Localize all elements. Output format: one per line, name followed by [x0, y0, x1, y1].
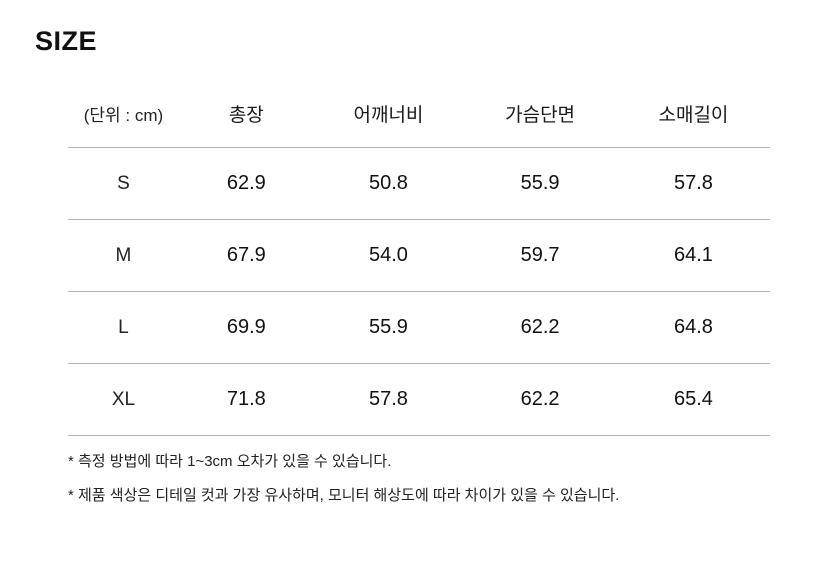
value-xl-chest-width: 62.2 — [520, 388, 560, 410]
value-xl-sleeve-length: 65.4 — [673, 388, 713, 410]
size-label-m: M — [115, 244, 132, 266]
footnotes: * 측정 방법에 따라 1~3cm 오차가 있을 수 있습니다. * 제품 색상… — [68, 451, 788, 519]
value-s-chest-width: 55.9 — [520, 172, 560, 194]
value-l-shoulder-width: 55.9 — [368, 316, 408, 338]
column-header-chest-width: 가슴단면 — [505, 105, 576, 126]
value-xl-shoulder-width: 57.8 — [368, 388, 408, 410]
value-s-sleeve-length: 57.8 — [673, 172, 713, 194]
note-measurement-tolerance: * 측정 방법에 따라 1~3cm 오차가 있을 수 있습니다. — [68, 453, 392, 470]
unit-label: (단위 : cm) — [83, 106, 164, 125]
value-m-shoulder-width: 54.0 — [368, 244, 408, 266]
value-xl-total-length: 71.8 — [226, 388, 266, 410]
size-table: (단위 : cm) 총장 어깨너비 가슴단면 소매길이 S 62.9 50.8 … — [68, 80, 770, 436]
value-m-chest-width: 59.7 — [520, 244, 560, 266]
value-m-sleeve-length: 64.1 — [673, 244, 713, 266]
size-label-l: L — [118, 316, 129, 338]
table-header-row: (단위 : cm) 총장 어깨너비 가슴단면 소매길이 — [68, 80, 770, 148]
value-s-shoulder-width: 50.8 — [368, 172, 408, 194]
column-header-shoulder-width: 어깨너비 — [353, 105, 424, 126]
size-label-s: S — [117, 172, 130, 194]
size-label-xl: XL — [111, 388, 136, 410]
value-s-total-length: 62.9 — [226, 172, 266, 194]
table-row-s: S 62.9 50.8 55.9 57.8 — [68, 148, 770, 220]
table-row-xl: XL 71.8 57.8 62.2 65.4 — [68, 364, 770, 436]
table-row-l: L 69.9 55.9 62.2 64.8 — [68, 292, 770, 364]
page-title: SIZE — [35, 26, 98, 56]
column-header-total-length: 총장 — [228, 105, 264, 126]
value-l-chest-width: 62.2 — [520, 316, 560, 338]
table-row-m: M 67.9 54.0 59.7 64.1 — [68, 220, 770, 292]
column-header-sleeve-length: 소매길이 — [658, 105, 729, 126]
value-l-sleeve-length: 64.8 — [673, 316, 713, 338]
value-m-total-length: 67.9 — [226, 244, 266, 266]
value-l-total-length: 69.9 — [226, 316, 266, 338]
note-color-disclaimer: * 제품 색상은 디테일 컷과 가장 유사하며, 모니터 해상도에 따라 차이가… — [68, 487, 620, 504]
